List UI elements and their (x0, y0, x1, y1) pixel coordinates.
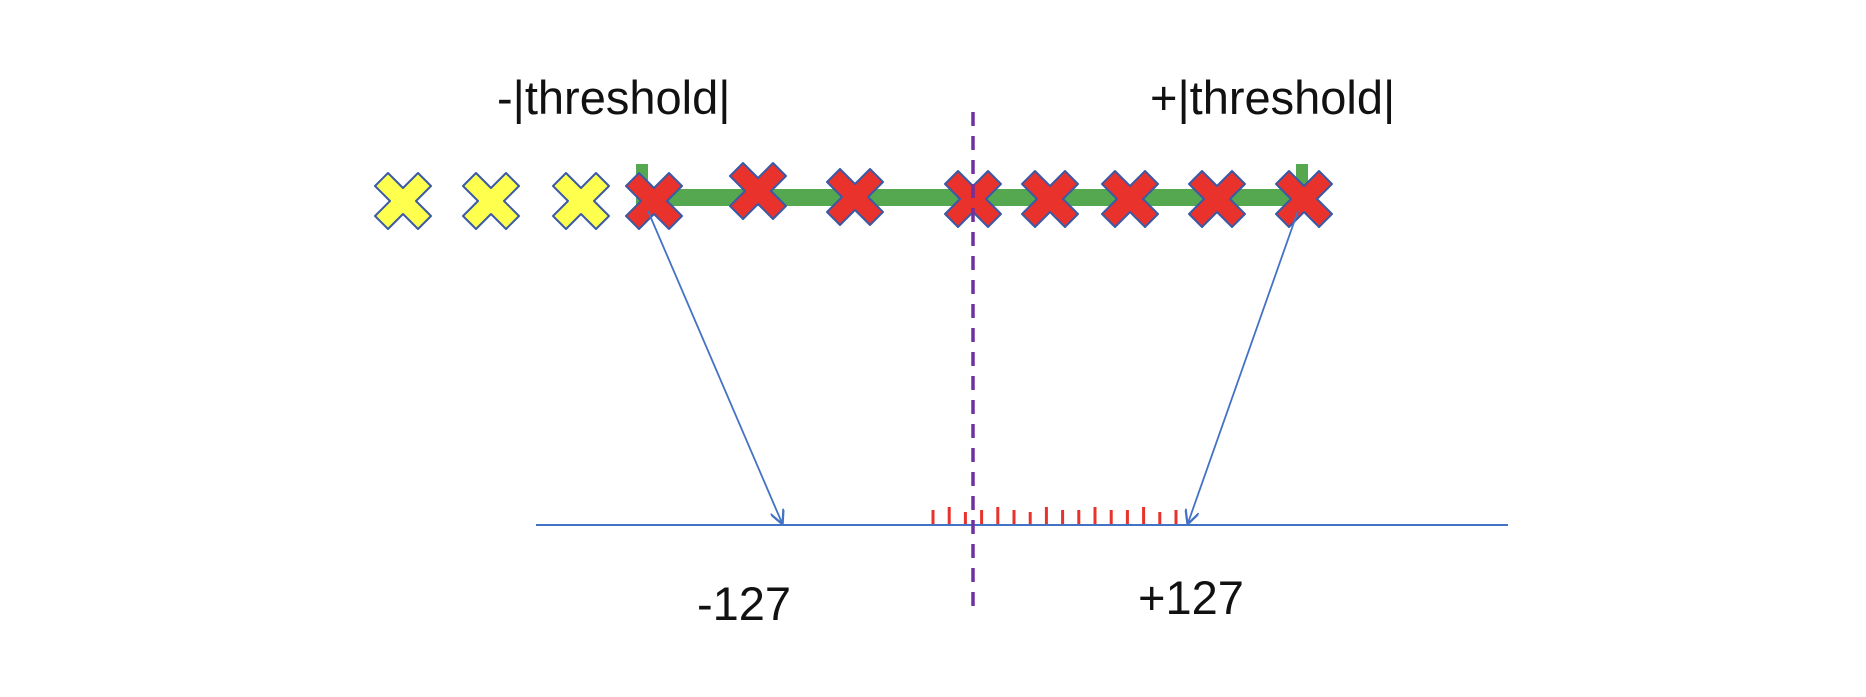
value-markers (374, 162, 1333, 230)
outlier-cross-icon (374, 172, 432, 230)
quantized-ticks (931, 507, 1178, 524)
inlier-cross-icon (1101, 170, 1159, 228)
inlier-cross-icon (1275, 170, 1333, 228)
outlier-cross-icon (462, 172, 520, 230)
mapping-arrow-positive (1188, 210, 1299, 523)
inlier-cross-icon (944, 170, 1002, 228)
positive-threshold-label: +|threshold| (1150, 71, 1396, 124)
mapping-arrow-negative (647, 210, 782, 523)
inlier-cross-icon (826, 168, 884, 226)
negative-127-label: -127 (697, 577, 792, 630)
inlier-cross-icon (1021, 170, 1079, 228)
inlier-cross-icon (729, 162, 787, 220)
inlier-cross-icon (625, 172, 683, 230)
positive-127-label: +127 (1138, 571, 1244, 624)
inlier-cross-icon (1188, 170, 1246, 228)
negative-threshold-label: -|threshold| (497, 71, 731, 124)
outlier-cross-icon (552, 172, 610, 230)
